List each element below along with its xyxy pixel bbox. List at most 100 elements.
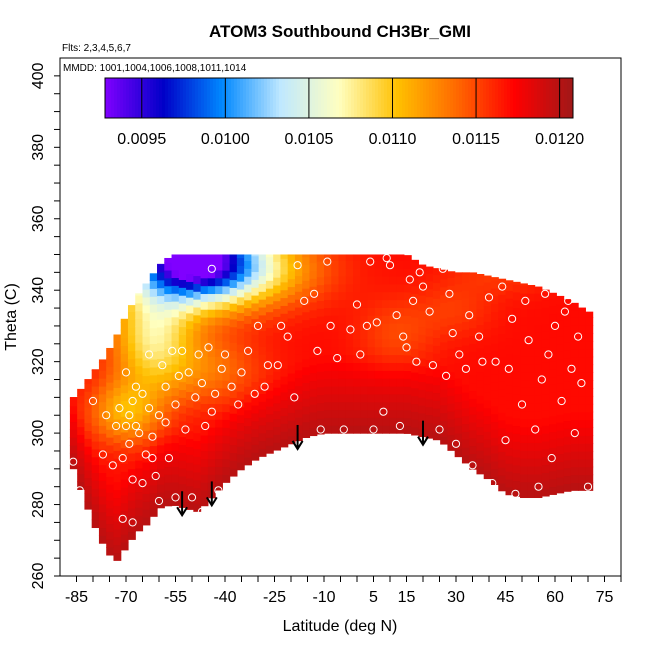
heatmap-cell xyxy=(527,363,536,373)
heatmap-cell xyxy=(135,467,144,477)
heatmap-cell xyxy=(164,427,173,436)
colorbar-cell xyxy=(348,78,352,118)
heatmap-cell xyxy=(498,294,507,303)
heatmap-cell xyxy=(157,342,165,352)
heatmap-cell xyxy=(127,523,136,533)
heatmap-cell xyxy=(215,427,223,436)
heatmap-cell xyxy=(142,375,151,384)
heatmap-cell xyxy=(374,393,383,403)
heatmap-cell xyxy=(570,419,579,428)
heatmap-cell xyxy=(258,275,267,284)
heatmap-cell xyxy=(454,283,463,293)
heatmap-cell xyxy=(345,425,354,434)
heatmap-cell xyxy=(454,370,463,379)
heatmap-cell xyxy=(171,466,180,475)
heatmap-cell xyxy=(273,292,282,302)
heatmap-cell xyxy=(207,466,216,475)
heatmap-cell xyxy=(403,394,412,403)
heatmap-cell xyxy=(309,427,318,437)
heatmap-cell xyxy=(98,385,107,395)
heatmap-cell xyxy=(432,274,441,284)
heatmap-cell xyxy=(549,423,557,433)
heatmap-cell xyxy=(120,447,129,457)
heatmap-cell xyxy=(135,342,144,351)
heatmap-cell xyxy=(164,262,173,271)
colorbar-tick-label: 0.0120 xyxy=(535,131,584,148)
heatmap-cell xyxy=(338,385,347,395)
heatmap-cell xyxy=(200,474,209,483)
y-tick-label: 300 xyxy=(30,420,47,447)
heatmap-cell xyxy=(527,387,536,396)
heatmap-cell xyxy=(447,442,456,451)
heatmap-cell xyxy=(164,419,173,428)
heatmap-cell xyxy=(520,332,528,341)
heatmap-cell xyxy=(215,356,223,365)
observation-point xyxy=(171,493,180,502)
heatmap-cell xyxy=(324,425,332,434)
heatmap-cell xyxy=(498,341,507,350)
heatmap-cell xyxy=(302,295,311,305)
heatmap-cell xyxy=(171,324,180,334)
heatmap-cell xyxy=(193,314,202,324)
heatmap-cell xyxy=(541,456,550,466)
observation-point xyxy=(415,268,424,277)
heatmap-cell xyxy=(251,302,260,312)
heatmap-cell xyxy=(411,395,419,405)
heatmap-cell xyxy=(157,326,165,336)
heatmap-cell xyxy=(178,483,187,493)
heatmap-cell xyxy=(142,359,151,369)
colorbar-cell xyxy=(327,78,331,118)
colorbar-cell xyxy=(414,78,418,118)
heatmap-cell xyxy=(549,345,557,354)
heatmap-cell xyxy=(244,449,252,458)
heatmap-cell xyxy=(222,458,231,468)
heatmap-cell xyxy=(236,461,245,471)
heatmap-cell xyxy=(490,460,499,470)
heatmap-cell xyxy=(338,354,347,363)
heatmap-cell xyxy=(287,372,296,382)
observation-point xyxy=(425,307,434,316)
heatmap-cell xyxy=(454,330,463,340)
heatmap-cell xyxy=(396,378,405,387)
heatmap-cell xyxy=(84,379,93,384)
heatmap-cell xyxy=(570,458,579,468)
heatmap-cell xyxy=(585,466,594,476)
heatmap-cell xyxy=(396,401,405,411)
heatmap-cell xyxy=(127,390,136,399)
heatmap-cell xyxy=(403,299,412,309)
heatmap-cell xyxy=(215,348,223,357)
heatmap-cell xyxy=(157,287,165,297)
heatmap-cell xyxy=(345,370,354,379)
heatmap-cell xyxy=(280,376,289,385)
heatmap-cell xyxy=(469,280,478,289)
heatmap-cell xyxy=(113,355,122,365)
observation-point xyxy=(409,296,418,305)
heatmap-cell xyxy=(512,401,521,411)
heatmap-cell xyxy=(418,412,427,422)
heatmap-cell xyxy=(570,348,579,358)
heatmap-cell xyxy=(200,309,209,318)
heatmap-cell xyxy=(215,372,223,381)
colorbar-cell xyxy=(522,78,526,118)
heatmap-cell xyxy=(418,334,427,343)
x-tick-label: -10 xyxy=(312,589,335,606)
heatmap-cell xyxy=(585,403,594,413)
heatmap-cell xyxy=(84,383,93,392)
heatmap-cell xyxy=(135,436,144,445)
heatmap-cell xyxy=(200,317,209,326)
heatmap-cell xyxy=(512,339,521,348)
heatmap-cell xyxy=(157,381,165,391)
colorbar-cell xyxy=(288,78,292,118)
heatmap-cell xyxy=(302,272,311,281)
heatmap-cell xyxy=(215,434,223,444)
heatmap-cell xyxy=(432,431,441,441)
heatmap-cell xyxy=(563,373,572,382)
heatmap-cell xyxy=(164,458,173,468)
heatmap-cell xyxy=(374,254,383,261)
heatmap-cell xyxy=(193,479,202,489)
heatmap-cell xyxy=(382,307,390,316)
down-arrow xyxy=(176,491,188,518)
heatmap-cell xyxy=(570,411,579,421)
heatmap-cell xyxy=(549,478,557,488)
heatmap-cell xyxy=(324,393,332,403)
